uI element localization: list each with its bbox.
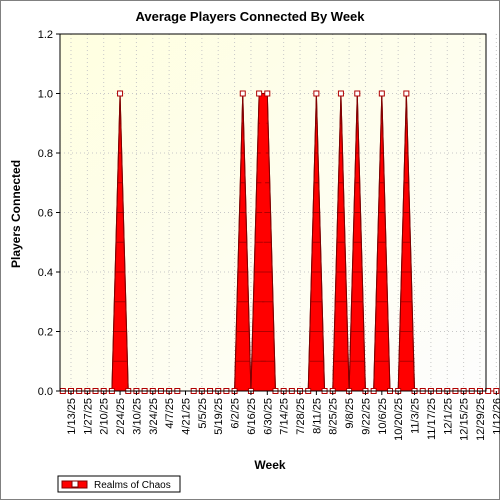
x-axis: 1/13/25 1/27/25 2/10/25 2/24/25 3/10/25 3/24/… — [66, 391, 500, 441]
x-tick-label: 1/13/25 — [66, 398, 78, 435]
data-point — [313, 90, 320, 97]
data-point — [239, 90, 246, 97]
plot-border — [59, 33, 487, 392]
x-tick-label: 8/25/25 — [328, 398, 340, 435]
x-tick-label: 11/17/25 — [426, 398, 438, 440]
x-tick-label: 9/8/25 — [344, 398, 356, 429]
y-tick-label: 0.8 — [38, 148, 53, 160]
x-tick-label: 10/20/25 — [393, 398, 405, 441]
x-tick-label: 12/29/25 — [475, 398, 487, 441]
x-tick-label: 4/7/25 — [164, 398, 176, 429]
chart-title: Average Players Connected By Week — [135, 9, 365, 24]
y-tick-label: 0.4 — [38, 267, 53, 279]
x-tick-label: 4/21/25 — [181, 398, 193, 435]
legend-box — [57, 475, 181, 493]
x-tick-label: 6/30/25 — [262, 398, 274, 435]
y-axis: 0.0 0.2 0.4 0.6 0.8 1.0 1.2 — [38, 29, 60, 398]
data-point — [337, 90, 344, 97]
x-tick-label: 7/14/25 — [279, 398, 291, 435]
y-tick-label: 0.0 — [38, 386, 53, 398]
x-tick-label: 1/27/25 — [82, 398, 94, 435]
legend-label: Realms of Chaos — [94, 480, 171, 491]
data-point — [264, 90, 271, 97]
legend-marker — [71, 480, 79, 488]
x-tick-label: 2/10/25 — [99, 398, 111, 435]
x-axis-label: Week — [254, 458, 285, 472]
x-tick-label: 3/24/25 — [148, 398, 160, 435]
y-tick-label: 1.2 — [38, 29, 53, 41]
x-tick-label: 6/16/25 — [246, 398, 258, 435]
data-point — [256, 90, 263, 97]
data-point — [378, 90, 385, 97]
y-tick-label: 1.0 — [38, 89, 53, 101]
x-tick-label: 6/2/25 — [230, 398, 242, 429]
x-tick-label: 5/19/25 — [213, 398, 225, 435]
y-axis-label: Players Connected — [9, 160, 23, 268]
x-tick-label: 1/12/26 — [491, 398, 500, 435]
x-tick-label: 2/24/25 — [115, 398, 127, 435]
data-point — [117, 90, 124, 97]
x-tick-label: 9/22/25 — [360, 398, 372, 435]
x-tick-label: 5/5/25 — [197, 398, 209, 429]
x-tick-label: 8/11/25 — [311, 398, 323, 434]
x-tick-label: 7/28/25 — [295, 398, 307, 435]
x-tick-label: 11/3/25 — [410, 398, 422, 434]
x-tick-label: 10/6/25 — [377, 398, 389, 435]
legend: Realms of Chaos — [57, 475, 181, 493]
x-tick-label: 12/1/25 — [442, 398, 454, 435]
x-tick-label: 3/10/25 — [131, 398, 143, 435]
y-tick-label: 0.2 — [38, 327, 53, 339]
data-point — [403, 90, 410, 97]
x-tick-label: 12/15/25 — [459, 398, 471, 441]
data-point — [354, 90, 361, 97]
y-tick-label: 0.6 — [38, 208, 53, 220]
